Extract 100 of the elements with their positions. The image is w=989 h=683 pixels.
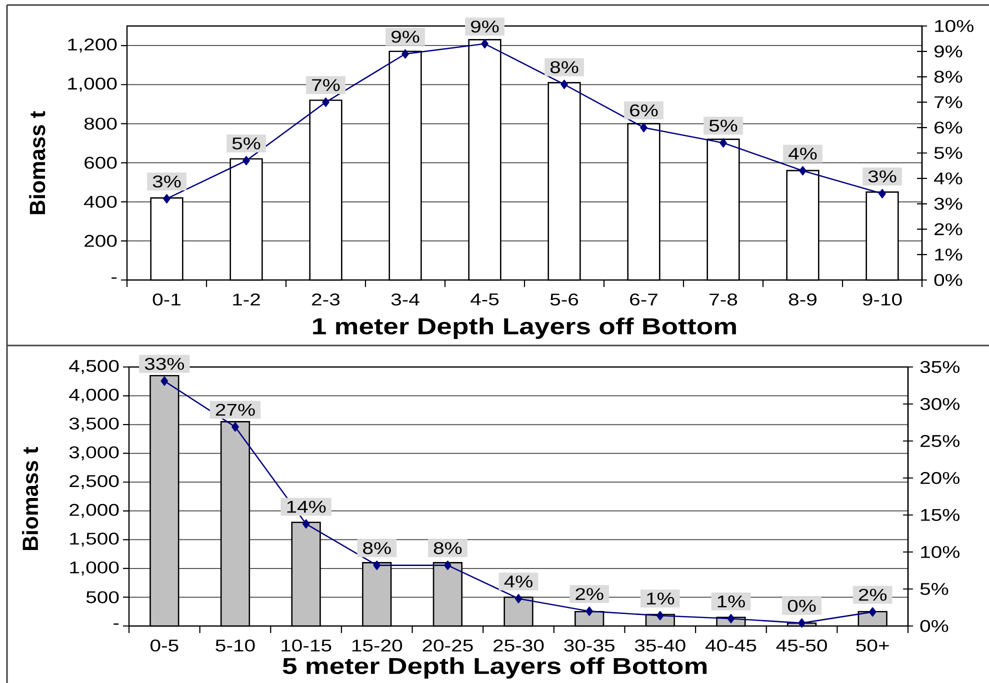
x-tick-label: 3-4: [391, 294, 420, 306]
y-tick-label: 3,000: [69, 446, 119, 460]
data-label: 1%: [718, 596, 745, 608]
x-tick-label: 20-25: [422, 640, 473, 652]
data-label: 2%: [858, 588, 887, 601]
x-tick-label: 0-1: [152, 294, 180, 306]
y2-tick-label: 9%: [934, 45, 962, 58]
point: [868, 607, 876, 617]
x-tick-label: 15-20: [352, 640, 402, 652]
x-tick-label: 50+: [856, 640, 889, 652]
point: [242, 156, 250, 166]
x-tick-label: 8-9: [788, 294, 816, 306]
point: [302, 519, 310, 529]
data-label: 8%: [434, 542, 462, 554]
y-tick-label: 600: [84, 156, 117, 169]
data-label: 9%: [392, 30, 420, 43]
point: [586, 606, 593, 616]
x-tick-label: 1-2: [233, 294, 260, 306]
x-tick-label: 30-35: [564, 640, 614, 652]
point: [322, 98, 330, 107]
y2-tick-label: 5%: [920, 583, 948, 595]
y2-tick-label: 8%: [934, 70, 962, 83]
data-label: 0%: [788, 600, 816, 612]
x-tick-label: 35-40: [634, 640, 686, 652]
point: [720, 138, 727, 148]
point: [481, 39, 488, 48]
y2-tick-label: 5%: [934, 147, 962, 159]
y2-tick-label: 7%: [934, 96, 962, 108]
data-label: 14%: [287, 500, 326, 513]
point: [560, 80, 568, 90]
x-tick-label: 4-5: [470, 294, 499, 306]
point: [799, 166, 806, 176]
y-tick-label: 2,000: [70, 504, 119, 518]
y-tick-label: 3,500: [69, 418, 119, 432]
data-label: 6%: [630, 104, 658, 116]
y-tick-label: 2,500: [70, 475, 119, 490]
data-label: 3%: [152, 176, 181, 188]
x-tick-label: 5-10: [216, 640, 255, 652]
point: [160, 376, 168, 386]
data-label: 7%: [312, 79, 340, 91]
point: [444, 560, 452, 570]
x-tick-label: 5-6: [550, 294, 578, 306]
x-axis-title: 5 meter Depth Layers off Bottom: [282, 657, 707, 679]
y-axis-title: Biomass t: [29, 111, 46, 214]
y-tick-label: 1,200: [68, 38, 117, 53]
y-tick-label: 1,500: [70, 532, 119, 547]
x-tick-label: 25-30: [494, 640, 544, 652]
x-tick-label: 2-3: [312, 294, 340, 306]
y-tick-label: -: [114, 623, 119, 625]
y2-tick-label: 35%: [920, 361, 960, 374]
y-tick-label: 4,000: [69, 388, 119, 403]
point: [878, 188, 886, 198]
y-tick-label: -: [112, 277, 117, 279]
y2-tick-label: 10%: [921, 546, 960, 558]
data-label: 33%: [144, 358, 184, 370]
y-tick-label: 500: [86, 591, 119, 604]
y2-tick-label: 25%: [920, 435, 960, 448]
x-tick-label: 0-5: [150, 640, 178, 652]
x-tick-label: 6-7: [630, 294, 658, 306]
x-axis-title: 1 meter Depth Layers off Bottom: [313, 318, 736, 339]
y-tick-label: 800: [84, 118, 117, 130]
y2-tick-label: 1%: [935, 248, 962, 261]
point: [798, 618, 806, 628]
y-tick-label: 200: [84, 234, 117, 247]
data-label: 5%: [709, 120, 738, 132]
data-label: 2%: [576, 588, 604, 600]
point: [640, 122, 648, 132]
data-label: 5%: [232, 138, 260, 150]
x-tick-label: 10-15: [282, 640, 332, 652]
point: [514, 594, 522, 604]
y-axis-title: Biomass t: [22, 447, 38, 550]
data-label: 1%: [647, 592, 674, 604]
y-tick-label: 400: [84, 196, 117, 208]
point: [163, 194, 170, 204]
data-label: 4%: [504, 576, 532, 588]
x-tick-label: 40-45: [705, 640, 756, 652]
data-label: 3%: [868, 170, 896, 182]
y2-tick-label: 20%: [920, 472, 960, 484]
y2-tick-label: 6%: [934, 122, 962, 134]
data-label: 4%: [788, 148, 817, 160]
y2-tick-label: 15%: [921, 509, 960, 521]
y2-tick-label: 0%: [934, 274, 962, 286]
y2-tick-label: 0%: [920, 620, 948, 632]
data-label: 8%: [363, 542, 391, 554]
y-tick-label: 1,000: [68, 78, 117, 92]
y2-tick-label: 2%: [934, 223, 962, 236]
x-tick-label: 9-10: [862, 294, 902, 306]
y2-tick-label: 30%: [920, 398, 960, 410]
point: [373, 560, 381, 570]
y2-tick-label: 10%: [935, 20, 974, 32]
data-label: 27%: [216, 404, 255, 416]
point: [402, 49, 409, 59]
y-tick-label: 1,000: [70, 561, 119, 576]
y2-tick-label: 3%: [934, 198, 962, 210]
y2-tick-label: 4%: [934, 172, 962, 184]
x-tick-label: 45-50: [776, 640, 827, 652]
x-tick-label: 7-8: [710, 294, 738, 306]
data-label: 9%: [471, 20, 499, 33]
data-label: 8%: [550, 61, 578, 74]
y-tick-label: 4,500: [69, 360, 119, 374]
